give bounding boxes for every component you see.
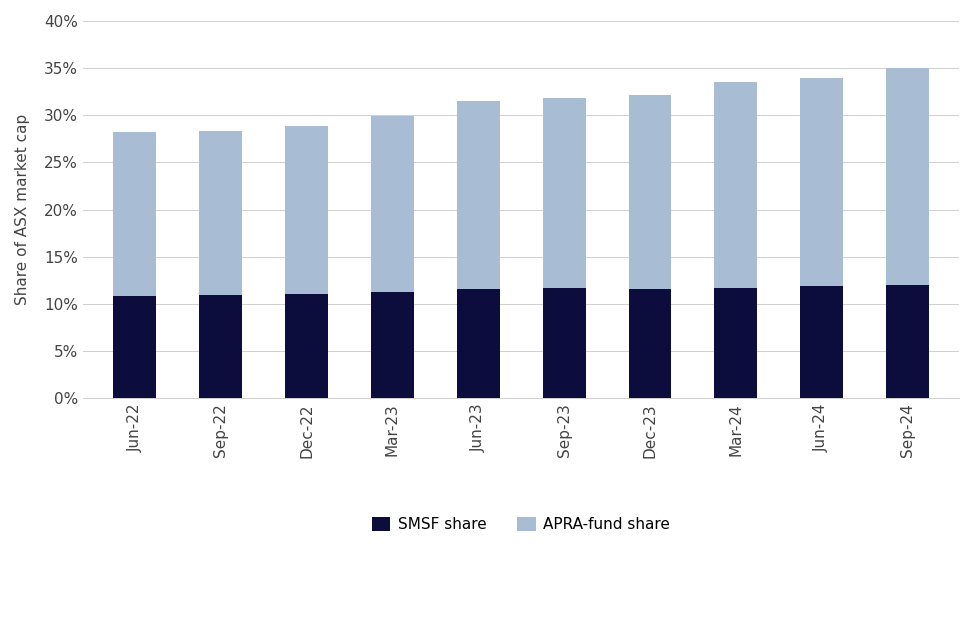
Bar — [200, 131, 243, 295]
Bar — [371, 116, 414, 293]
Bar — [285, 126, 328, 294]
Bar — [801, 286, 843, 398]
Bar — [714, 287, 757, 398]
Bar — [200, 295, 243, 398]
Bar — [886, 285, 929, 398]
Bar — [714, 82, 757, 287]
Bar — [114, 132, 157, 296]
Bar — [628, 289, 671, 398]
Bar — [886, 68, 929, 285]
Bar — [457, 101, 500, 289]
Bar — [285, 294, 328, 398]
Bar — [543, 99, 585, 287]
Bar — [628, 95, 671, 289]
Legend: SMSF share, APRA-fund share: SMSF share, APRA-fund share — [366, 511, 676, 539]
Bar — [371, 293, 414, 398]
Bar — [801, 78, 843, 286]
Bar — [457, 289, 500, 398]
Y-axis label: Share of ASX market cap: Share of ASX market cap — [15, 114, 30, 305]
Bar — [543, 287, 585, 398]
Bar — [114, 296, 157, 398]
